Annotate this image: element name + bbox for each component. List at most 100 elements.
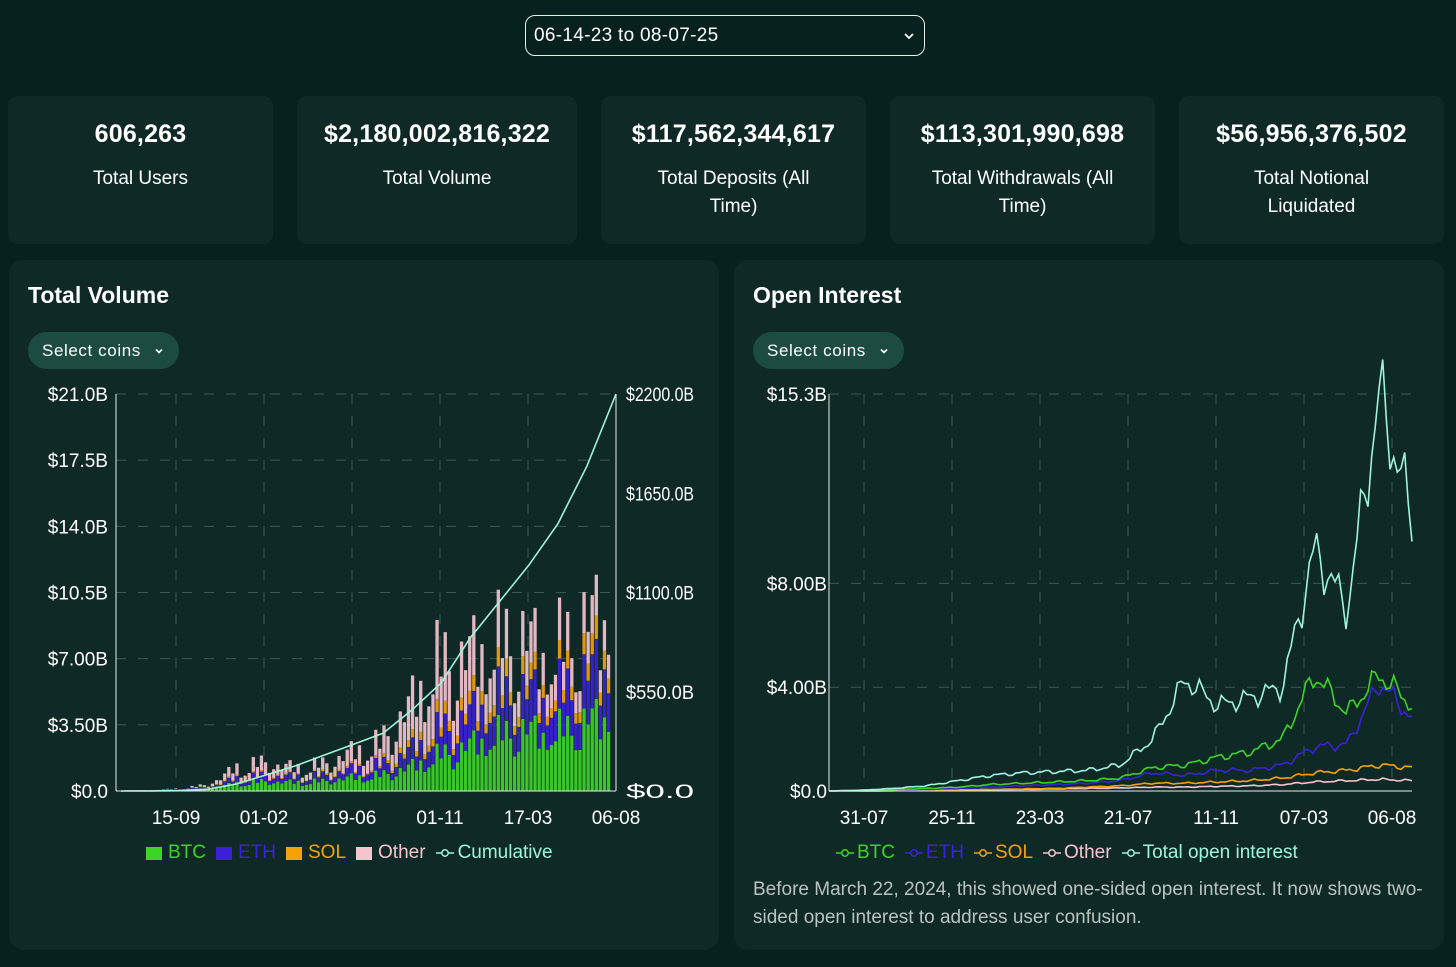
volume-bar-btc (308, 784, 313, 791)
stat-label: Total Withdrawals (All Time) (931, 168, 1114, 217)
volume-bar-btc (586, 724, 590, 791)
volume-bar-eth (165, 789, 170, 791)
volume-bar-eth (570, 700, 574, 736)
volume-bar-btc (553, 741, 558, 791)
volume-bar-other (419, 680, 423, 732)
volume-bar-other (390, 754, 394, 771)
legend-item-total[interactable]: Total open interest (1121, 842, 1298, 864)
legend-swatch (146, 846, 162, 860)
volume-bar-eth (594, 638, 598, 700)
stat-label: Total Users (92, 168, 189, 189)
volume-bar-btc (210, 788, 215, 791)
legend-item-sol[interactable]: SOL (974, 842, 1033, 864)
legend-label: Cumulative (457, 842, 553, 863)
volume-bar-btc (361, 782, 366, 791)
volume-bar-other (219, 780, 223, 785)
volume-bar-other (325, 763, 329, 774)
volume-bar-eth (443, 713, 447, 745)
volume-bar-sol (423, 753, 427, 760)
volume-bar-btc (578, 749, 582, 791)
x-tick-label: 07-03 (1280, 808, 1329, 829)
x-tick-label: 06-08 (592, 808, 641, 829)
legend-item-btc[interactable]: BTC (146, 842, 206, 864)
legend-label: SOL (308, 842, 347, 863)
volume-bar-btc (398, 768, 402, 791)
volume-bar-sol (533, 651, 537, 670)
volume-bar-btc (370, 779, 374, 791)
volume-bar-sol (459, 697, 464, 711)
legend-line-marker-icon (435, 849, 454, 857)
volume-bar-sol (345, 766, 349, 768)
volume-bar-sol (268, 780, 272, 781)
volume-bar-btc (415, 770, 419, 791)
volume-bar-btc (476, 754, 480, 791)
volume-bar-sol (378, 766, 382, 769)
volume-bar-sol (513, 726, 517, 735)
volume-bar-other (598, 670, 603, 693)
select-coins-button[interactable]: Select coins (753, 332, 904, 369)
date-range-select[interactable]: 06-14-23 to 08-07-25 (525, 15, 925, 56)
volume-bar-eth (370, 772, 374, 780)
volume-bar-eth (545, 725, 549, 750)
x-tick-label: 11-11 (1193, 808, 1239, 829)
volume-bar-sol (394, 763, 398, 767)
x-tick-label: 19-06 (328, 808, 377, 829)
volume-bar-sol (390, 770, 394, 774)
volume-bar-eth (353, 773, 358, 780)
volume-bar-eth (292, 779, 296, 784)
x-tick-label: 25-11 (928, 808, 975, 829)
volume-bar-eth (590, 654, 594, 709)
volume-bar-other (537, 689, 541, 714)
volume-bar-other (513, 703, 517, 727)
volume-bar-eth (276, 775, 280, 782)
volume-bar-btc (321, 778, 325, 791)
legend-label: Total open interest (1142, 842, 1298, 863)
volume-bar-sol (419, 731, 423, 740)
y-tick-label: $15.3B (767, 385, 827, 406)
volume-bar-sol (496, 647, 500, 667)
volume-bar-btc (529, 721, 533, 791)
date-range-value: 06-14-23 to 08-07-25 (534, 24, 719, 46)
legend-item-other[interactable]: Other (356, 842, 426, 864)
volume-bar-btc (594, 699, 598, 791)
volume-bar-eth (472, 690, 476, 731)
stat-value: $56,956,376,502 (1216, 120, 1407, 148)
volume-bar-other (280, 770, 284, 778)
stat-card-liquidated: $56,956,376,502 Total Notional Liquidate… (1179, 96, 1444, 244)
legend-item-btc[interactable]: BTC (836, 842, 895, 864)
legend-item-eth[interactable]: ETH (905, 842, 964, 864)
legend-item-cumulative[interactable]: Cumulative (435, 842, 553, 864)
open-interest-chart[interactable]: $0.0 $4.00B $8.00B $15.3B 31-07 25-11 23-03 21-… (734, 260, 1444, 860)
legend-item-sol[interactable]: SOL (286, 842, 346, 864)
volume-bar-sol (321, 769, 325, 772)
stat-card-withdrawals: $113,301,990,698 Total Withdrawals (All … (890, 96, 1155, 244)
legend-item-other[interactable]: Other (1043, 842, 1112, 864)
volume-bar-eth (496, 666, 500, 716)
volume-bar-other (308, 772, 313, 780)
select-coins-button[interactable]: Select coins (28, 332, 179, 369)
volume-bar-other (214, 780, 219, 785)
volume-bar-other (382, 725, 386, 754)
chevron-down-icon (880, 348, 888, 354)
volume-bar-btc (500, 740, 505, 791)
volume-bar-eth (251, 772, 255, 780)
stat-label: Total Deposits (All Time) (657, 168, 810, 217)
oi-line-eth (829, 685, 1413, 792)
volume-bar-sol (541, 684, 545, 698)
volume-bar-btc (545, 749, 549, 791)
volume-bar-other (427, 706, 431, 746)
volume-bar-other (508, 656, 513, 693)
volume-bar-btc (235, 781, 239, 791)
legend-item-eth[interactable]: ETH (216, 842, 276, 864)
volume-bar-other (206, 786, 211, 789)
volume-bar-eth (190, 787, 194, 790)
volume-bar-other (186, 788, 190, 790)
volume-bar-btc (496, 715, 500, 791)
volume-bar-eth (296, 774, 300, 781)
volume-bar-other (165, 788, 170, 790)
volume-bar-other (317, 767, 321, 777)
stat-card-users: 606,263 Total Users (8, 96, 273, 244)
volume-bar-btc (492, 745, 496, 791)
volume-bar-btc (276, 781, 280, 791)
volume-chart[interactable]: $0.0 $3.50B $7.00B $10.5B $14.0B $17.5B $21.0B… (9, 260, 719, 860)
